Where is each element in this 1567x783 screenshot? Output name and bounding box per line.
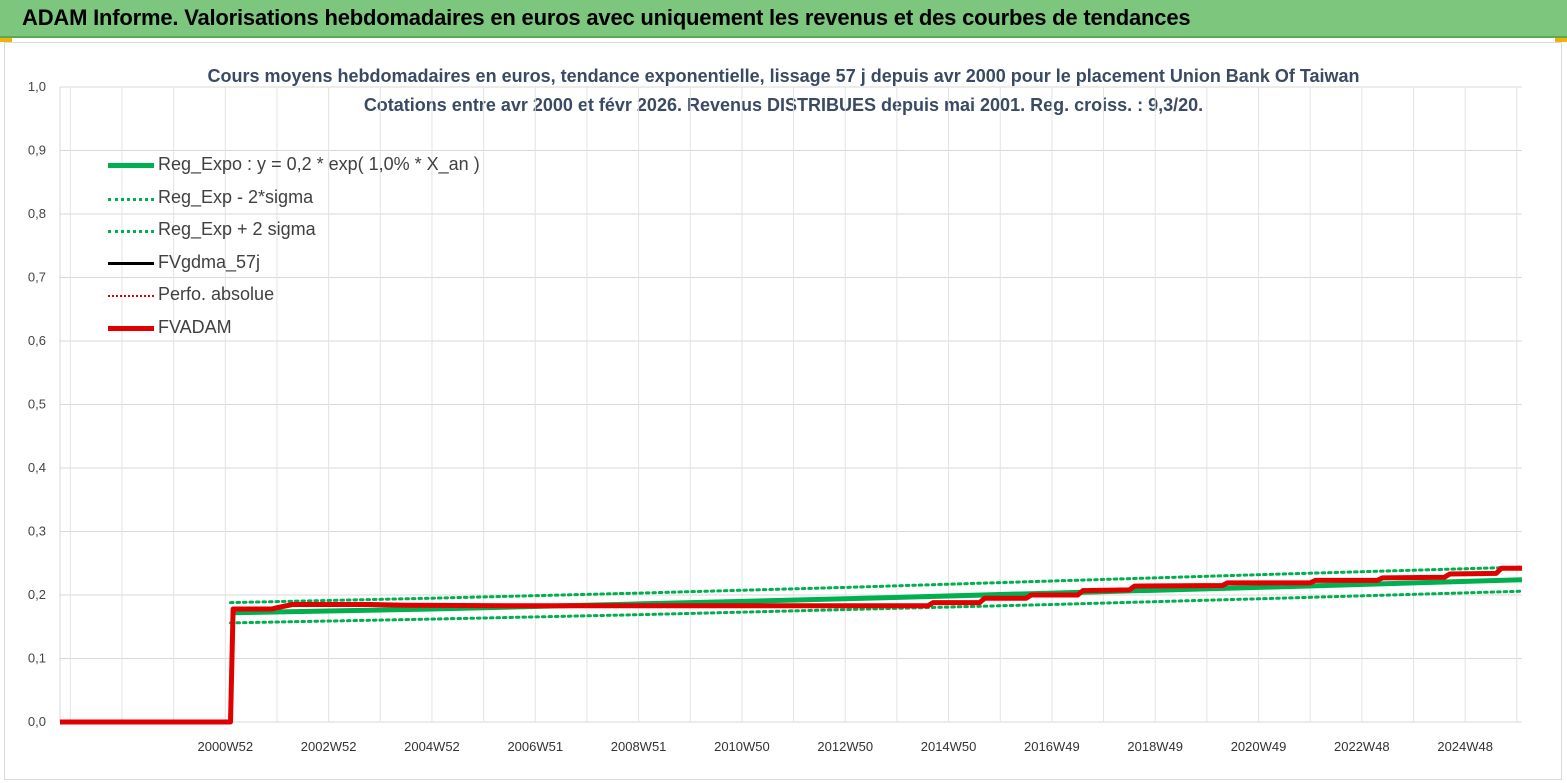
series-line-1 xyxy=(229,589,1524,625)
x-tick-label: 2000W52 xyxy=(197,739,253,754)
series-line-2 xyxy=(229,565,1524,605)
x-tick-label: 2012W50 xyxy=(817,739,873,754)
corner-marker-left xyxy=(0,38,12,42)
grid xyxy=(59,86,1522,723)
x-tick-label: 2018W49 xyxy=(1127,739,1183,754)
legend-label: Reg_Exp - 2*sigma xyxy=(158,186,314,207)
x-axis: 2000W52 2002W52 2004W52 2006W51 2008W51 2010W… xyxy=(197,739,1493,754)
chart-title: Cours moyens hebdomadaires en euros, ten… xyxy=(0,62,1567,120)
chart-title-line-1: Cours moyens hebdomadaires en euros, ten… xyxy=(207,66,1360,86)
legend-label: Reg_Exp + 2 sigma xyxy=(158,219,316,240)
y-tick-label: 0,8 xyxy=(28,206,46,221)
y-tick-label: 1,0 xyxy=(28,79,46,94)
x-tick-label: 2024W48 xyxy=(1437,739,1493,754)
x-tick-label: 2008W51 xyxy=(611,739,667,754)
series-group xyxy=(60,565,1524,725)
x-tick-label: 2002W52 xyxy=(301,739,357,754)
chart-title-line-2: Cotations entre avr 2000 et févr 2026. R… xyxy=(363,95,1204,115)
y-tick-label: 0,6 xyxy=(28,333,46,348)
y-tick-label: 0,3 xyxy=(28,524,46,539)
x-tick-label: 2016W49 xyxy=(1024,739,1080,754)
x-tick-label: 2014W50 xyxy=(921,739,977,754)
y-tick-label: 0,4 xyxy=(28,460,46,475)
y-tick-label: 0,2 xyxy=(28,587,46,602)
corner-marker-right xyxy=(1555,38,1567,42)
legend-swatch xyxy=(108,295,154,298)
y-tick-label: 0,5 xyxy=(28,397,46,412)
x-tick-label: 2004W52 xyxy=(404,739,460,754)
series-line-5 xyxy=(60,565,1522,725)
legend-label: Perfo. absolue xyxy=(158,284,275,305)
x-tick-label: 2010W50 xyxy=(714,739,770,754)
legend-swatch xyxy=(108,230,154,234)
header-banner: ADAM Informe. Valorisations hebdomadaire… xyxy=(0,0,1567,38)
legend-label: FVgdma_57j xyxy=(158,251,261,272)
legend-label: FVADAM xyxy=(158,316,232,337)
legend-label: Reg_Expo : y = 0,2 * exp( 1,0% * X_an ) xyxy=(158,154,480,174)
y-tick-label: 0,9 xyxy=(28,143,46,158)
chart-frame xyxy=(4,42,1562,780)
y-axis: 0,0 0,1 0,2 0,3 0,4 0,5 0,6 0,7 0,8 0,9 1,0 xyxy=(28,79,46,729)
legend-swatch xyxy=(108,197,154,201)
x-tick-label: 2022W48 xyxy=(1334,739,1390,754)
x-tick-label: 2006W51 xyxy=(507,739,563,754)
legend-swatch xyxy=(108,163,154,168)
x-tick-label: 2020W49 xyxy=(1231,739,1287,754)
y-tick-label: 0,1 xyxy=(28,651,46,666)
y-tick-label: 0,7 xyxy=(28,270,46,285)
legend-swatch xyxy=(108,325,154,331)
page-title: ADAM Informe. Valorisations hebdomadaire… xyxy=(22,5,1191,30)
series-line-0 xyxy=(230,577,1523,616)
legend-swatch xyxy=(108,261,154,265)
y-tick-label: 0,0 xyxy=(28,714,46,729)
